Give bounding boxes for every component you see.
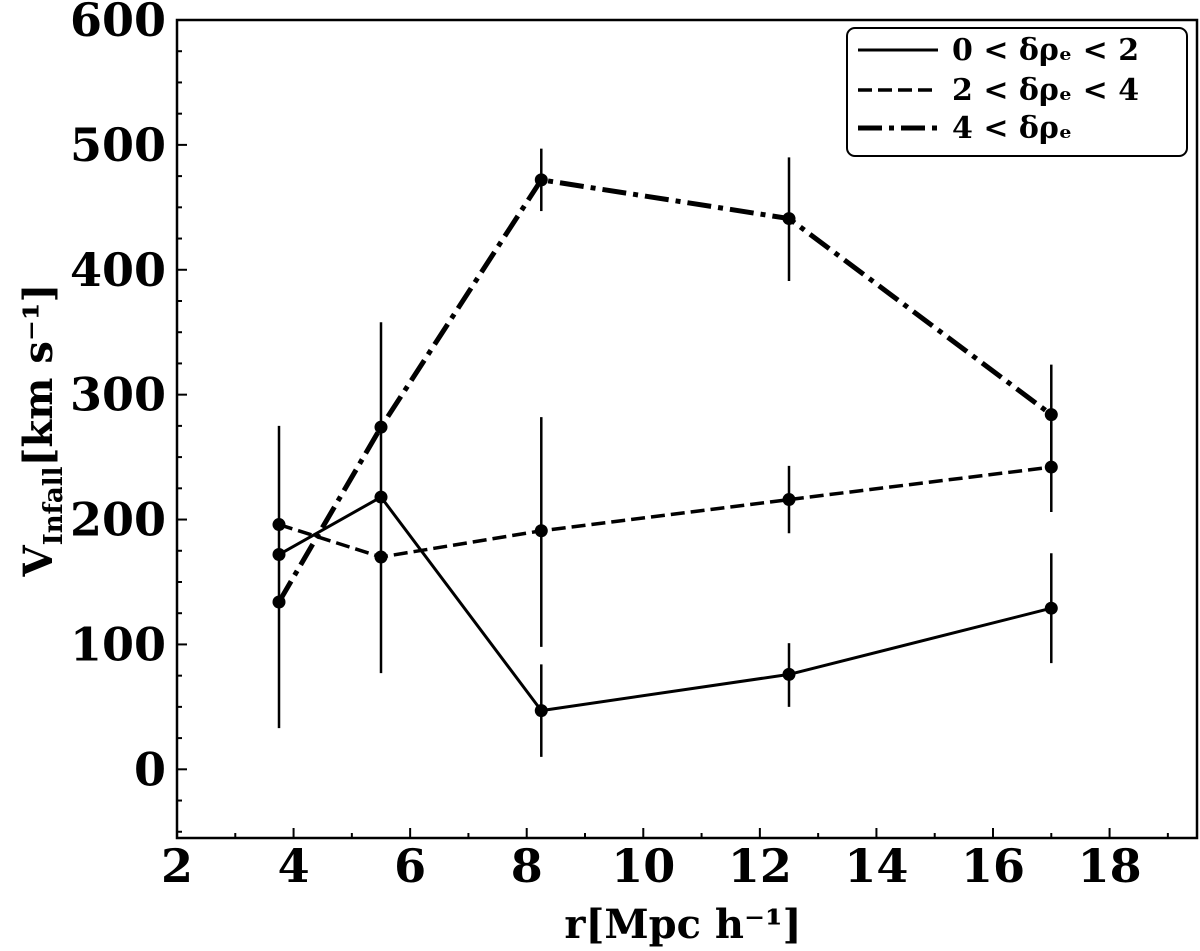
- series-line: [276, 177, 1053, 604]
- series-1: [272, 417, 1058, 647]
- legend-label-0: 0 < δρₑ < 2: [952, 33, 1139, 68]
- data-point: [534, 524, 548, 538]
- data-point: [374, 490, 388, 504]
- data-point: [272, 518, 286, 532]
- data-point: [272, 548, 286, 562]
- x-tick-label: 6: [394, 839, 426, 893]
- data-point: [374, 550, 388, 564]
- data-point: [1044, 601, 1058, 615]
- data-point: [534, 173, 548, 187]
- data-point: [272, 595, 286, 609]
- x-tick-label: 4: [278, 839, 310, 893]
- x-tick-label: 16: [961, 839, 1025, 893]
- plot-frame: [175, 18, 1199, 840]
- y-tick-label: 200: [70, 493, 166, 547]
- axis-ticks: [176, 19, 1169, 838]
- x-tick-label: 18: [1078, 839, 1142, 893]
- x-tick-label: 10: [611, 839, 675, 893]
- legend-label-2: 4 < δρₑ: [952, 111, 1072, 146]
- y-tick-label: 300: [70, 368, 166, 422]
- legend-box: [846, 27, 1188, 157]
- series-line: [278, 465, 1052, 559]
- y-tick-label: 400: [70, 243, 166, 297]
- axis-tick-labels: 2 4 6 8 10 12 14 16 18 0 100 200 300 400 500 600: [70, 0, 1142, 893]
- data-point: [534, 704, 548, 718]
- series-0: [272, 322, 1058, 757]
- x-tick-label: 14: [844, 839, 908, 893]
- legend-label-1: 2 < δρₑ < 4: [952, 73, 1139, 108]
- x-tick-label: 8: [511, 839, 543, 893]
- series-layer: [272, 148, 1058, 757]
- data-point: [782, 493, 796, 507]
- series-2: [272, 148, 1058, 729]
- y-tick-label: 600: [70, 0, 166, 47]
- data-point: [1044, 408, 1058, 422]
- y-tick-label: 500: [70, 118, 166, 172]
- data-point: [782, 212, 796, 226]
- series-line: [278, 495, 1052, 713]
- legend-entry-0: 0 < δρₑ < 2: [858, 33, 1139, 68]
- data-point: [782, 667, 796, 681]
- legend: 0 < δρₑ < 2 2 < δρₑ < 4 4 < δρₑ: [846, 27, 1188, 157]
- y-tick-label: 0: [134, 742, 166, 796]
- legend-entry-2: 4 < δρₑ: [858, 111, 1072, 146]
- legend-entry-1: 2 < δρₑ < 4: [858, 73, 1139, 108]
- data-point: [374, 420, 388, 434]
- data-point: [1044, 460, 1058, 474]
- x-tick-label: 2: [161, 839, 193, 893]
- y-tick-label: 100: [70, 617, 166, 671]
- x-axis-label: r[Mpc h⁻¹]: [564, 901, 801, 948]
- y-axis-label: VInfall[km s⁻¹]: [15, 284, 69, 578]
- x-tick-label: 12: [728, 839, 792, 893]
- plot-area-border: [175, 18, 1199, 840]
